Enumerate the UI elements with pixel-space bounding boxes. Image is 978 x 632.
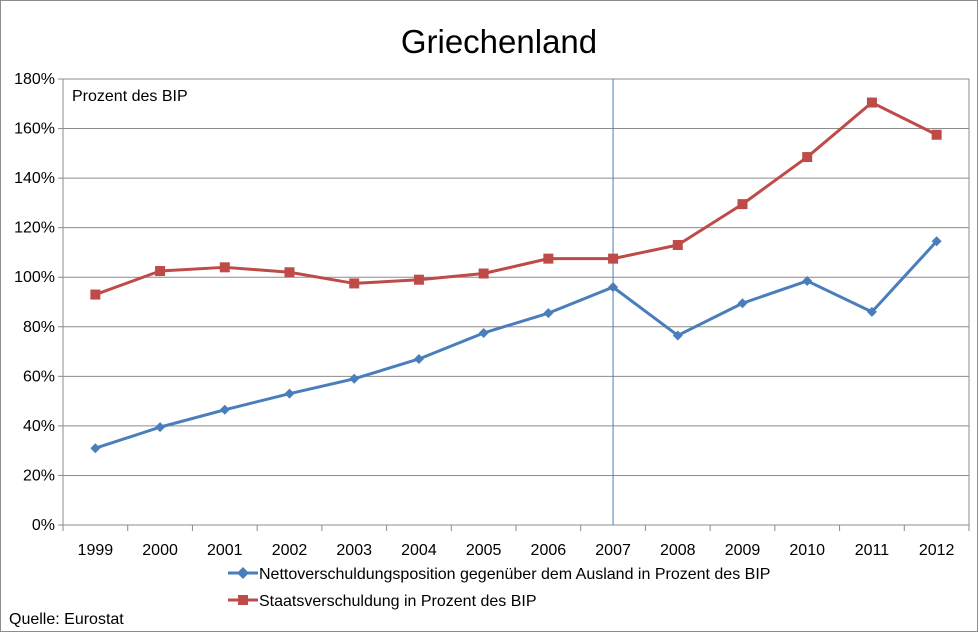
data-point	[672, 240, 683, 251]
x-tick-label: 2012	[919, 542, 955, 559]
data-point	[866, 97, 877, 108]
data-point	[155, 422, 166, 433]
y-axis-tick-labels: 0% 20% 40% 60% 80% 100% 120% 140% 160% 180%	[14, 71, 55, 534]
data-point	[543, 308, 554, 319]
x-tick-label: 2004	[401, 542, 437, 559]
data-point	[931, 129, 942, 140]
data-point	[219, 262, 230, 273]
y-tick-label: 0%	[32, 517, 55, 534]
data-point	[672, 330, 683, 341]
plot-area	[58, 78, 970, 531]
x-tick-label: 2007	[595, 542, 631, 559]
data-point	[543, 253, 554, 264]
gridlines	[63, 128, 969, 476]
x-tick-label: 2011	[855, 542, 890, 559]
source-label: Quelle: Eurostat	[9, 611, 124, 628]
data-point	[931, 236, 942, 247]
x-tick-label: 2009	[725, 542, 761, 559]
x-tick-label: 2006	[531, 542, 567, 559]
data-point	[608, 282, 619, 293]
x-tick-label: 2010	[789, 542, 825, 559]
data-point	[478, 327, 489, 338]
legend-marker-square	[238, 595, 248, 605]
x-tick-label: 1999	[78, 542, 114, 559]
data-point	[90, 289, 101, 300]
data-point	[866, 306, 877, 317]
y-tick-label: 140%	[14, 170, 55, 187]
x-axis-tick-labels: 1999 2000 2001 2002 2003 2004 2005 2006 2007 2008…	[78, 542, 955, 559]
series-net-external-debt	[90, 236, 942, 454]
y-tick-label: 180%	[14, 71, 55, 88]
data-point	[349, 278, 360, 289]
data-point	[219, 404, 230, 415]
legend-marker-diamond	[237, 567, 249, 579]
data-point	[413, 274, 424, 285]
data-point	[155, 266, 166, 277]
x-tick-label: 2000	[142, 542, 178, 559]
series-line	[93, 239, 939, 450]
y-tick-label: 120%	[14, 220, 55, 237]
y-tick-label: 20%	[23, 467, 55, 484]
legend-label-net-external-debt: Nettoverschuldungsposition gegenüber dem…	[259, 566, 770, 583]
y-tick-label: 40%	[23, 418, 55, 435]
data-point	[737, 199, 748, 210]
data-point	[802, 275, 813, 286]
axes	[58, 78, 970, 531]
data-point	[349, 373, 360, 384]
x-tick-label: 2001	[207, 542, 243, 559]
plot-border	[62, 78, 970, 526]
series-line	[93, 101, 939, 297]
y-tick-label: 80%	[23, 319, 55, 336]
y-tick-label: 160%	[14, 121, 55, 138]
x-tick-label: 2003	[336, 542, 372, 559]
x-tick-label: 2002	[272, 542, 308, 559]
data-point	[608, 253, 619, 264]
chart-title: Griechenland	[401, 23, 597, 60]
y-tick-label: 60%	[23, 368, 55, 385]
y-tick-label: 100%	[14, 269, 55, 286]
legend-item-net-external-debt: Nettoverschuldungsposition gegenüber dem…	[228, 566, 770, 583]
legend: Nettoverschuldungsposition gegenüber dem…	[228, 566, 770, 610]
x-tick-label: 2005	[466, 542, 502, 559]
data-point	[737, 298, 748, 309]
series-group	[90, 97, 942, 454]
unit-label: Prozent des BIP	[72, 88, 188, 105]
data-point	[284, 388, 295, 399]
legend-label-government-debt: Staatsverschuldung in Prozent des BIP	[259, 593, 537, 610]
x-tick-label: 2008	[660, 542, 696, 559]
data-point	[478, 268, 489, 279]
data-point	[90, 443, 101, 454]
data-point	[284, 267, 295, 278]
legend-item-government-debt: Staatsverschuldung in Prozent des BIP	[228, 593, 537, 610]
series-government-debt	[90, 97, 942, 300]
data-point	[802, 152, 813, 163]
data-point	[413, 353, 424, 364]
